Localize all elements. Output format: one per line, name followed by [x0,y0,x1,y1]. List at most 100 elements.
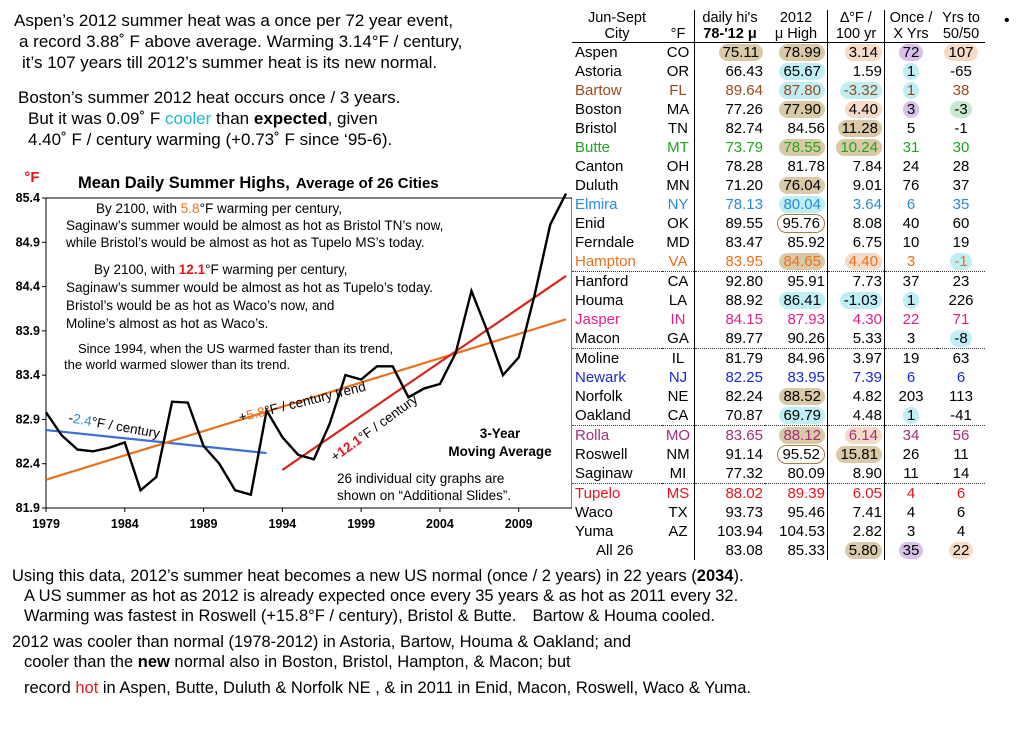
cell-st: IN [670,311,686,328]
cell-delta: 7.73 [827,271,885,291]
cell-delta: 8.90 [827,464,885,484]
chart-title: Mean Daily Summer Highs, Average of 26 Ci… [78,174,439,192]
cell-mean: 71.20 [694,176,765,195]
header-city: Jun-Sept City [572,10,662,43]
header-yrs: Yrs to 50/50 [937,10,985,43]
cell-high: 81.78 [787,158,825,175]
cell-delta: 1.59 [827,62,885,81]
cell-mean: 89.77 [694,329,765,349]
cell-city: Elmira [575,196,618,213]
annotation-line: while Bristol’s would be almost as hot a… [65,235,425,250]
x-tick-label: 2009 [505,517,533,531]
cell-high: 85.92 [787,234,825,251]
cell-mean: 88.02 [694,483,765,503]
cell-once: 3 [884,522,937,541]
y-tick-label: 83.4 [16,368,40,382]
table-row: Enid OK 89.55 95.76 8.08 40 60 [572,214,985,233]
intro-line-1: Aspen’s 2012 summer heat was a once per … [14,11,454,30]
cell-mean: 88.92 [694,291,765,310]
cell-city: Hampton [575,253,636,270]
cell-city: Bartow [575,82,622,99]
cell-high: 84.96 [765,348,828,368]
cell-delta: 7.84 [827,157,885,176]
table-row: Waco TX 93.73 95.46 7.41 4 6 [572,503,985,522]
cell-delta: 9.01 [827,176,885,195]
cell-yrs: 6 [956,504,966,521]
annotation-line: By 2100, with 5.8°F warming per century, [96,201,342,216]
cell-mean: 91.14 [694,445,765,464]
cell-high: 95.91 [765,271,828,291]
plot-area: 85.4 84.9 84.4 83.9 83.4 82.9 82.4 81.9 1979 1984… [16,191,572,531]
moving-average-label: Moving Average [448,444,552,459]
cell-st: MI [669,465,687,482]
cell-st: TX [668,504,688,521]
cell-once: 35 [884,541,937,560]
cell-delta: 8.08 [827,214,885,233]
y-tick-label: 83.9 [16,324,40,338]
cell-mean: 89.64 [694,81,765,100]
cell-mean: 84.15 [694,310,765,329]
x-tick-label: 1989 [190,517,218,531]
cell-high: 69.79 [765,406,828,426]
cell-city: Houma [575,292,624,309]
cell-high: 90.26 [787,330,825,347]
header-2012-high: 2012 μ High [765,10,828,43]
cell-once: 3 [884,100,937,119]
summary-line-6: record hot in Aspen, Butte, Duluth & Nor… [24,679,751,697]
summary-line-5: cooler than the new normal also in Bosto… [24,653,571,671]
summary-line-3: Warming was fastest in Roswell (+15.8°F … [24,607,715,625]
cell-once: 5 [884,119,937,138]
table-row: Jasper IN 84.15 87.93 4.30 22 71 [572,310,985,329]
cell-delta: 4.40 [827,100,885,119]
table-row: Rolla MO 83.65 88.12 6.14 34 56 [572,425,985,445]
cell-once: 19 [884,348,937,368]
cell-yrs: 113 [949,388,973,405]
cell-st: NY [667,196,689,213]
cell-mean: 89.55 [694,214,765,233]
cell-delta: 11.28 [827,119,885,138]
cell-delta: 4.30 [827,310,885,329]
cooler-word: cooler [165,109,212,128]
trendline-label: +5.8°F / century trend [237,379,367,425]
cell-yrs: 22 [937,541,985,560]
table-row: Roswell NM 91.14 95.52 15.81 26 11 [572,445,985,464]
cell-st: NJ [668,369,688,386]
cell-delta: 6.05 [827,483,885,503]
cell-delta: 10.24 [827,138,885,157]
cell-yrs: 6 [937,483,985,503]
cell-high: 95.46 [787,504,825,521]
boston-line-1: Boston’s summer 2012 heat occurs once / … [18,88,401,107]
mean-summer-highs-chart: °F Mean Daily Summer Highs, Average of 26… [16,169,572,531]
cell-high: 80.04 [765,195,828,214]
cell-mean: 93.73 [694,503,765,522]
table-row: Moline IL 81.79 84.96 3.97 19 63 [572,348,985,368]
annotation-line: Saginaw’s summer would be almost as hot … [66,218,443,233]
annotation-line: Saginaw’s summer would be almost as hot … [66,280,433,295]
cell-yrs: 35 [952,196,970,213]
cell-city: Macon [575,330,621,347]
cell-city: Roswell [575,446,628,463]
cell-once: 40 [884,214,937,233]
annotation-line: By 2100, with 12.1°F warming per century… [94,262,348,277]
cell-once: 72 [884,42,937,62]
cell-city: Hanford [572,271,662,291]
cell-delta: 5.33 [827,329,885,349]
cell-high: 84.56 [787,120,825,137]
cell-mean: 77.32 [694,464,765,484]
cell-st: LA [668,292,688,309]
plot-frame [45,197,572,509]
cell-delta: -3.32 [827,81,885,100]
summary-line-4: 2012 was cooler than normal (1978-2012) … [12,633,632,651]
cell-city: Rolla [572,425,662,445]
cell-city: Boston [575,101,622,118]
cell-mean: 73.79 [694,138,765,157]
cell-city: Ferndale [575,234,635,251]
cell-high: 78.99 [765,43,828,63]
y-tick-label: 84.4 [16,280,40,294]
cell-mean: 103.94 [694,522,765,541]
cell-mean: 82.74 [694,119,765,138]
table-row: Oakland CA 70.87 69.79 4.48 1 -41 [572,406,985,426]
cell-city: Waco [575,504,613,521]
intro-paragraph: Aspen’s 2012 summer heat was a once per … [14,10,462,73]
annotation-line: Moline’s almost as hot as Waco’s. [66,316,268,331]
